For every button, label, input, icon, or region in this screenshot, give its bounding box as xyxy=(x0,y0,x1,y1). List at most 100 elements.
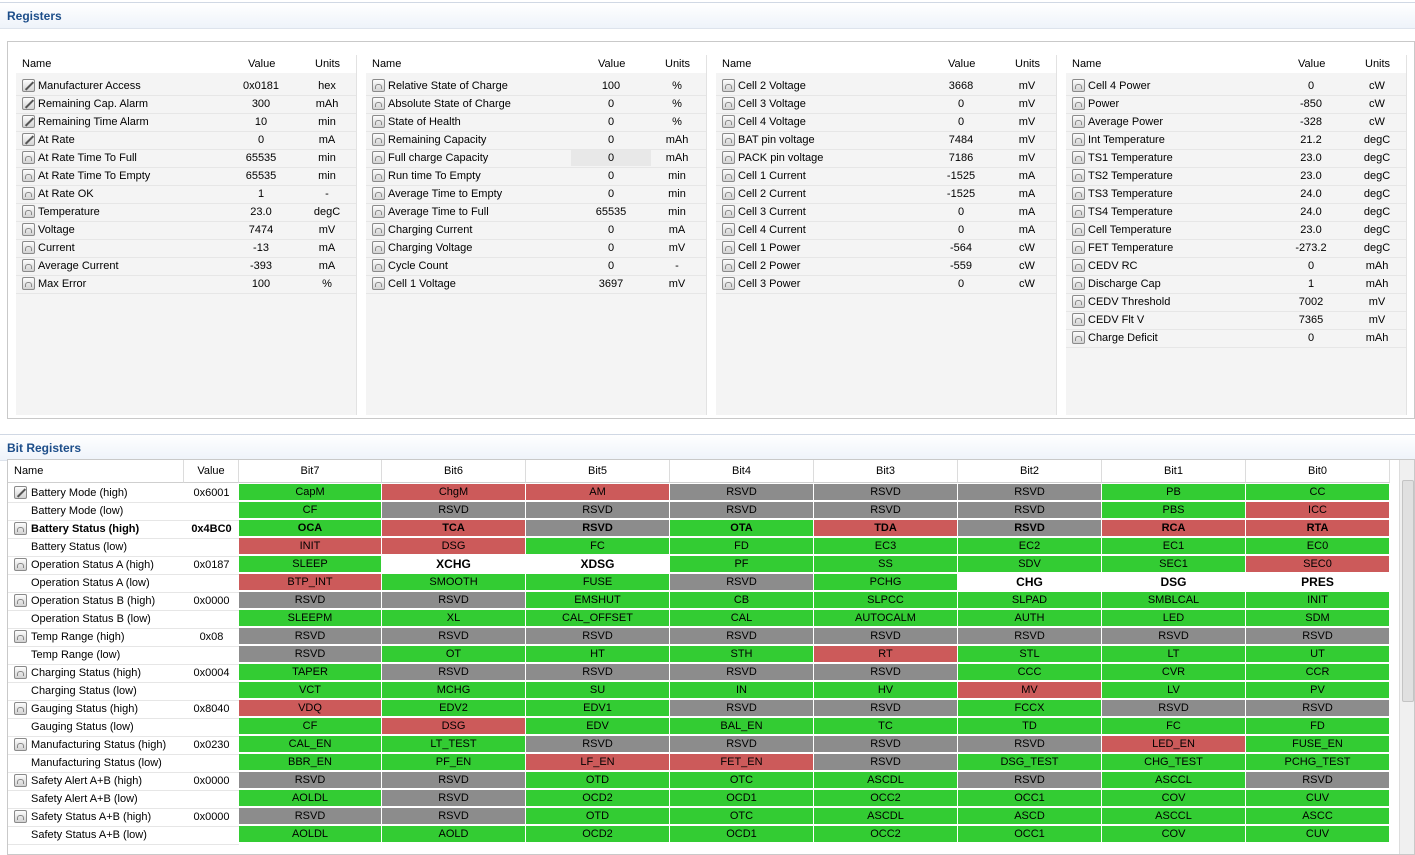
registers-title: Registers xyxy=(7,9,62,23)
register-row[interactable]: CEDV RC 0 mAh xyxy=(1066,257,1406,276)
bit-cell: DSG xyxy=(382,718,526,735)
bit-register-row[interactable]: Operation Status A (low) xyxy=(8,574,184,593)
register-row[interactable]: Cell 1 Voltage 3697 mV xyxy=(366,275,706,294)
register-units: degC xyxy=(313,206,341,218)
register-row[interactable]: Cell 4 Power 0 cW xyxy=(1066,77,1406,96)
register-row[interactable]: TS1 Temperature 23.0 degC xyxy=(1066,149,1406,168)
register-row[interactable]: Full charge Capacity 0 mAh xyxy=(366,149,706,168)
register-row[interactable]: Remaining Cap. Alarm 300 mAh xyxy=(16,95,356,114)
register-row[interactable]: TS3 Temperature 24.0 degC xyxy=(1066,185,1406,204)
register-row[interactable]: Cycle Count 0 - xyxy=(366,257,706,276)
register-row[interactable]: Power -850 cW xyxy=(1066,95,1406,114)
register-row[interactable]: Cell 3 Current 0 mA xyxy=(716,203,1056,222)
register-name: Int Temperature xyxy=(1088,134,1165,146)
bit-cell: LT xyxy=(1102,646,1246,663)
register-row[interactable]: Manufacturer Access 0x0181 hex xyxy=(16,77,356,96)
bit-register-row[interactable]: Safety Alert A+B (low) xyxy=(8,790,184,809)
register-row[interactable]: Charging Current 0 mA xyxy=(366,221,706,240)
bit-register-row[interactable]: Battery Mode (low) xyxy=(8,502,184,521)
register-row[interactable]: At Rate OK 1 - xyxy=(16,185,356,204)
register-row[interactable]: Cell 3 Voltage 0 mV xyxy=(716,95,1056,114)
register-row[interactable]: Cell 4 Voltage 0 mV xyxy=(716,113,1056,132)
register-row[interactable]: CEDV Threshold 7002 mV xyxy=(1066,293,1406,312)
register-table: Name Value Units Cell 2 Voltage 3668 mV Cell 3… xyxy=(716,55,1057,415)
bit-register-row[interactable]: Operation Status B (high) xyxy=(8,592,184,611)
bit-cell: EC3 xyxy=(814,538,958,555)
register-row[interactable]: TS2 Temperature 23.0 degC xyxy=(1066,167,1406,186)
bit-register-row[interactable]: Charging Status (high) xyxy=(8,664,184,683)
register-row[interactable]: Current -13 mA xyxy=(16,239,356,258)
register-row[interactable]: FET Temperature -273.2 degC xyxy=(1066,239,1406,258)
register-row[interactable]: At Rate Time To Empty 65535 min xyxy=(16,167,356,186)
register-row[interactable]: Average Time to Empty 0 min xyxy=(366,185,706,204)
register-row[interactable]: Cell 2 Current -1525 mA xyxy=(716,185,1056,204)
register-row[interactable]: Int Temperature 21.2 degC xyxy=(1066,131,1406,150)
register-row[interactable]: At Rate 0 mA xyxy=(16,131,356,150)
bit-register-row[interactable]: Operation Status B (low) xyxy=(8,610,184,629)
register-table-header: Name Value Units xyxy=(716,55,1056,73)
bit-register-row[interactable]: Battery Status (high) xyxy=(8,520,184,539)
bit-register-row[interactable]: Operation Status A (high) xyxy=(8,556,184,575)
register-row[interactable]: At Rate Time To Full 65535 min xyxy=(16,149,356,168)
register-row[interactable]: Average Current -393 mA xyxy=(16,257,356,276)
register-row[interactable]: Charging Voltage 0 mV xyxy=(366,239,706,258)
bit-register-row[interactable]: Gauging Status (low) xyxy=(8,718,184,737)
bit-register-row[interactable]: Safety Status A+B (high) xyxy=(8,808,184,827)
register-name: TS4 Temperature xyxy=(1088,206,1173,218)
register-row[interactable]: Voltage 7474 mV xyxy=(16,221,356,240)
register-row[interactable]: Run time To Empty 0 min xyxy=(366,167,706,186)
bit-register-row[interactable]: Manufacturing Status (high) xyxy=(8,736,184,755)
register-row[interactable]: Temperature 23.0 degC xyxy=(16,203,356,222)
register-value: 23.0 xyxy=(1300,170,1322,182)
bit-register-row[interactable]: Temp Range (high) xyxy=(8,628,184,647)
register-row[interactable]: Discharge Cap 1 mAh xyxy=(1066,275,1406,294)
bit-register-row[interactable]: Battery Mode (high) xyxy=(8,484,184,503)
register-row[interactable]: Average Power -328 cW xyxy=(1066,113,1406,132)
bit-register-row[interactable]: Manufacturing Status (low) xyxy=(8,754,184,773)
register-row[interactable]: Charge Deficit 0 mAh xyxy=(1066,329,1406,348)
register-row[interactable]: Cell 1 Power -564 cW xyxy=(716,239,1056,258)
register-name: Cycle Count xyxy=(388,260,448,272)
register-row[interactable]: Cell 1 Current -1525 mA xyxy=(716,167,1056,186)
bit-register-row[interactable]: Safety Alert A+B (high) xyxy=(8,772,184,791)
lock-icon xyxy=(22,277,35,290)
bit-register-row[interactable]: Charging Status (low) xyxy=(8,682,184,701)
bit-cell: RSVD xyxy=(526,736,670,753)
bit-register-name: Manufacturing Status (high) xyxy=(31,739,167,751)
bit-register-row[interactable]: Battery Status (low) xyxy=(8,538,184,557)
register-value: 100 xyxy=(601,80,621,92)
register-row[interactable]: Average Time to Full 65535 min xyxy=(366,203,706,222)
register-value: 0 xyxy=(957,278,965,290)
scrollbar-thumb[interactable] xyxy=(1402,480,1414,702)
register-row[interactable]: Remaining Time Alarm 10 min xyxy=(16,113,356,132)
register-row[interactable]: State of Health 0% xyxy=(366,113,706,132)
register-units: % xyxy=(672,80,682,92)
bit-register-row[interactable]: Temp Range (low) xyxy=(8,646,184,665)
bit-register-row[interactable]: Safety Status A+B (low) xyxy=(8,826,184,845)
lock-icon xyxy=(22,259,35,272)
register-row[interactable]: TS4 Temperature 24.0 degC xyxy=(1066,203,1406,222)
lock-icon xyxy=(722,241,735,254)
register-row[interactable]: Cell 4 Current 0 mA xyxy=(716,221,1056,240)
register-row[interactable]: Cell Temperature 23.0 degC xyxy=(1066,221,1406,240)
register-row[interactable]: Max Error 100% xyxy=(16,275,356,294)
register-name: Cell Temperature xyxy=(1088,224,1172,236)
register-row[interactable]: Remaining Capacity 0 mAh xyxy=(366,131,706,150)
register-row[interactable]: Cell 2 Power -559 cW xyxy=(716,257,1056,276)
bit-register-row[interactable]: Gauging Status (high) xyxy=(8,700,184,719)
lock-icon xyxy=(1072,169,1085,182)
register-row[interactable]: Cell 2 Voltage 3668 mV xyxy=(716,77,1056,96)
register-row[interactable]: Cell 3 Power 0 cW xyxy=(716,275,1056,294)
register-name: CEDV Flt V xyxy=(1088,314,1145,326)
register-value: 0 xyxy=(607,242,615,254)
register-row[interactable]: PACK pin voltage 7186 mV xyxy=(716,149,1056,168)
register-value: 3668 xyxy=(948,80,974,92)
bit-cell: RSVD xyxy=(526,520,670,537)
register-row[interactable]: BAT pin voltage 7484 mV xyxy=(716,131,1056,150)
register-row[interactable]: Absolute State of Charge 0% xyxy=(366,95,706,114)
register-row[interactable]: Relative State of Charge 100% xyxy=(366,77,706,96)
bit-cell: CapM xyxy=(239,484,382,501)
register-row[interactable]: CEDV Flt V 7365 mV xyxy=(1066,311,1406,330)
lock-icon xyxy=(14,594,27,607)
vertical-scrollbar[interactable] xyxy=(1399,460,1414,854)
